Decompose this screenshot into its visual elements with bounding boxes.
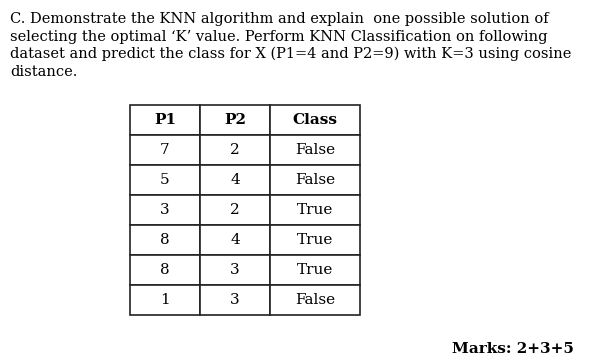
Bar [200,225,270,255]
Bar [270,105,360,135]
Bar [200,255,270,285]
Bar [130,285,200,315]
Bar [270,285,360,315]
Bar [130,105,200,135]
Bar [270,225,360,255]
Text: C. Demonstrate the KNN algorithm and explain  one possible solution of: C. Demonstrate the KNN algorithm and exp… [10,12,548,26]
Text: 5: 5 [160,173,170,187]
Text: 4: 4 [230,173,240,187]
Text: 3: 3 [160,203,170,217]
Text: distance.: distance. [10,64,77,79]
Text: P1: P1 [154,113,176,127]
Text: False: False [295,293,335,307]
Bar [200,105,270,135]
Text: 4: 4 [230,233,240,247]
Bar [200,285,270,315]
Bar [270,135,360,165]
Text: False: False [295,143,335,157]
Bar [270,255,360,285]
Text: 3: 3 [230,293,240,307]
Text: 8: 8 [160,263,170,277]
Text: 1: 1 [160,293,170,307]
Bar [200,165,270,195]
Text: 8: 8 [160,233,170,247]
Bar [130,135,200,165]
Bar [270,165,360,195]
Bar [130,255,200,285]
Text: P2: P2 [224,113,246,127]
Text: dataset and predict the class for X (P1=4 and P2=9) with K=3 using cosine: dataset and predict the class for X (P1=… [10,47,571,62]
Text: 3: 3 [230,263,240,277]
Bar [270,195,360,225]
Text: True: True [297,233,333,247]
Text: 2: 2 [230,143,240,157]
Text: True: True [297,203,333,217]
Text: True: True [297,263,333,277]
Bar [200,135,270,165]
Text: 7: 7 [160,143,170,157]
Text: 2: 2 [230,203,240,217]
Text: Class: Class [293,113,337,127]
Text: False: False [295,173,335,187]
Bar [130,225,200,255]
Text: selecting the optimal ‘K’ value. Perform KNN Classification on following: selecting the optimal ‘K’ value. Perform… [10,29,548,44]
Bar [200,195,270,225]
Bar [130,195,200,225]
Bar [130,165,200,195]
Text: Marks: 2+3+5: Marks: 2+3+5 [452,342,574,356]
